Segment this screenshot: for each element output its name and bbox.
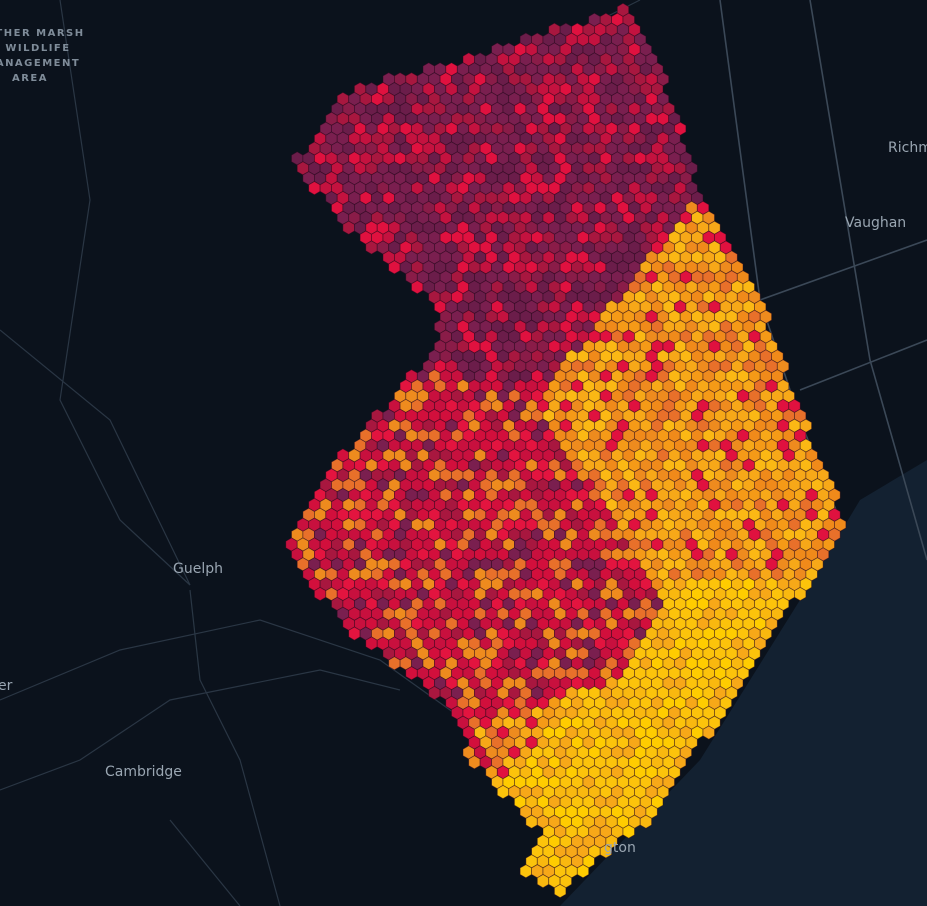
highway (809, 0, 927, 561)
place-label: Richm (888, 140, 927, 156)
place-label: Vaughan (845, 215, 906, 231)
hex-cell (496, 784, 510, 800)
lake (560, 460, 927, 906)
hex-cell (428, 685, 441, 701)
place-label: er (0, 678, 13, 694)
hex-cell (702, 725, 715, 740)
hex-cell (313, 586, 327, 602)
hex-cell (525, 814, 538, 829)
area-label: THER MARSH (0, 28, 85, 39)
road (169, 819, 241, 906)
road (0, 329, 191, 586)
hex-cell (622, 824, 635, 839)
hex-cell (519, 864, 532, 879)
hex-cell (554, 883, 567, 899)
hex-cell (411, 280, 424, 295)
hex-cell (348, 626, 361, 641)
area-label: WILDLIFE (5, 43, 70, 54)
hex-cell (308, 181, 321, 196)
hex-cell (342, 220, 355, 235)
hex-cell (405, 666, 418, 681)
hex-cell (388, 656, 401, 671)
highway (799, 339, 927, 391)
hex-cell (599, 844, 612, 859)
place-label: Cambridge (105, 764, 182, 780)
place-label: Guelph (173, 561, 223, 577)
hex-cell (365, 240, 378, 255)
hex-cell (468, 755, 481, 770)
road (0, 669, 401, 791)
hex-cell (794, 586, 807, 602)
road (59, 0, 191, 586)
road (189, 589, 281, 906)
hex-cell (576, 864, 590, 879)
area-label: ANAGEMENT (0, 58, 80, 69)
hex-cell (388, 260, 401, 275)
road (0, 619, 521, 761)
hexbin-layer (285, 2, 847, 899)
place-label: gton (604, 840, 636, 856)
labels: THER MARSH WILDLIFE ANAGEMENT AREA Richm… (0, 28, 927, 856)
area-label: AREA (12, 73, 48, 84)
highway (759, 239, 927, 301)
hex-cell (536, 874, 550, 889)
hex-cell (365, 636, 378, 651)
hex-cell (639, 814, 652, 829)
